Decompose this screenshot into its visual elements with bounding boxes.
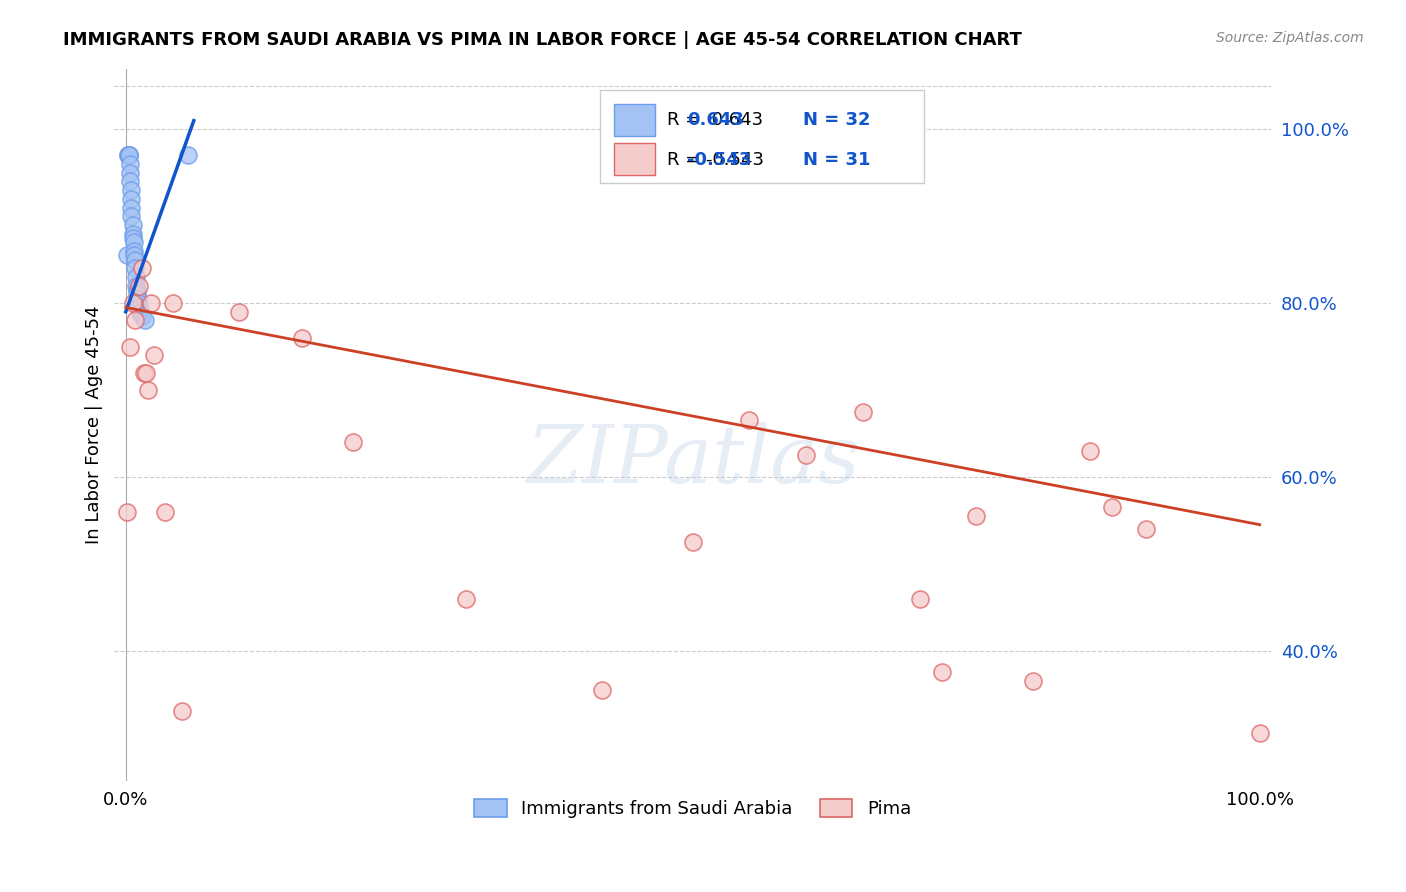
Point [342, 435, 364, 450]
Point [121, 218, 143, 232]
Point [1249, 726, 1271, 740]
Point [155, 505, 177, 519]
Point [120, 340, 142, 354]
Point [931, 665, 953, 680]
Point [118, 148, 141, 162]
Text: R = -0.543: R = -0.543 [668, 151, 765, 169]
Point [118, 148, 141, 162]
Text: R =  0.643: R = 0.643 [668, 111, 763, 128]
Point [852, 405, 875, 419]
Text: 0.643: 0.643 [688, 111, 744, 128]
Point [965, 508, 987, 523]
Point [120, 209, 142, 223]
Point [682, 535, 704, 549]
Point [1078, 443, 1101, 458]
Point [118, 148, 141, 162]
Y-axis label: In Labor Force | Age 45-54: In Labor Force | Age 45-54 [86, 305, 103, 544]
Point [162, 296, 184, 310]
Text: ZIPatlas: ZIPatlas [526, 422, 859, 500]
Point [125, 270, 148, 285]
Point [120, 157, 142, 171]
Point [128, 278, 150, 293]
Point [135, 366, 157, 380]
Point [120, 183, 142, 197]
Text: N = 32: N = 32 [803, 111, 870, 128]
Point [134, 313, 156, 327]
Point [115, 248, 138, 262]
Point [121, 296, 143, 310]
FancyBboxPatch shape [600, 90, 924, 183]
Point [122, 235, 145, 250]
Point [172, 705, 194, 719]
Point [132, 366, 155, 380]
Point [1022, 674, 1045, 689]
FancyBboxPatch shape [614, 144, 655, 176]
Point [125, 278, 148, 293]
Point [1101, 500, 1123, 515]
Point [177, 148, 200, 162]
Point [121, 227, 143, 241]
Point [138, 383, 160, 397]
Point [120, 174, 142, 188]
Point [127, 283, 149, 297]
Point [122, 248, 145, 262]
Point [738, 413, 761, 427]
Point [908, 591, 931, 606]
Point [228, 305, 250, 319]
Point [127, 287, 149, 301]
FancyBboxPatch shape [614, 104, 655, 136]
Point [591, 682, 613, 697]
Point [143, 348, 166, 362]
Text: Source: ZipAtlas.com: Source: ZipAtlas.com [1216, 31, 1364, 45]
Point [454, 591, 477, 606]
Point [290, 331, 312, 345]
Point [131, 309, 153, 323]
Point [122, 244, 145, 258]
Point [124, 313, 146, 327]
Point [121, 231, 143, 245]
Point [124, 252, 146, 267]
Point [115, 505, 138, 519]
Point [131, 261, 153, 276]
Point [117, 148, 139, 162]
Point [1135, 522, 1157, 536]
Point [120, 192, 142, 206]
Point [794, 448, 817, 462]
Point [120, 166, 142, 180]
Point [128, 301, 150, 315]
Text: IMMIGRANTS FROM SAUDI ARABIA VS PIMA IN LABOR FORCE | AGE 45-54 CORRELATION CHAR: IMMIGRANTS FROM SAUDI ARABIA VS PIMA IN … [63, 31, 1022, 49]
Point [139, 296, 162, 310]
Point [129, 305, 152, 319]
Point [127, 292, 149, 306]
Point [120, 201, 142, 215]
Point [117, 148, 139, 162]
Point [124, 261, 146, 276]
Text: -0.543: -0.543 [688, 151, 751, 169]
Text: N = 31: N = 31 [803, 151, 870, 169]
Legend: Immigrants from Saudi Arabia, Pima: Immigrants from Saudi Arabia, Pima [467, 791, 918, 825]
Point [127, 296, 149, 310]
